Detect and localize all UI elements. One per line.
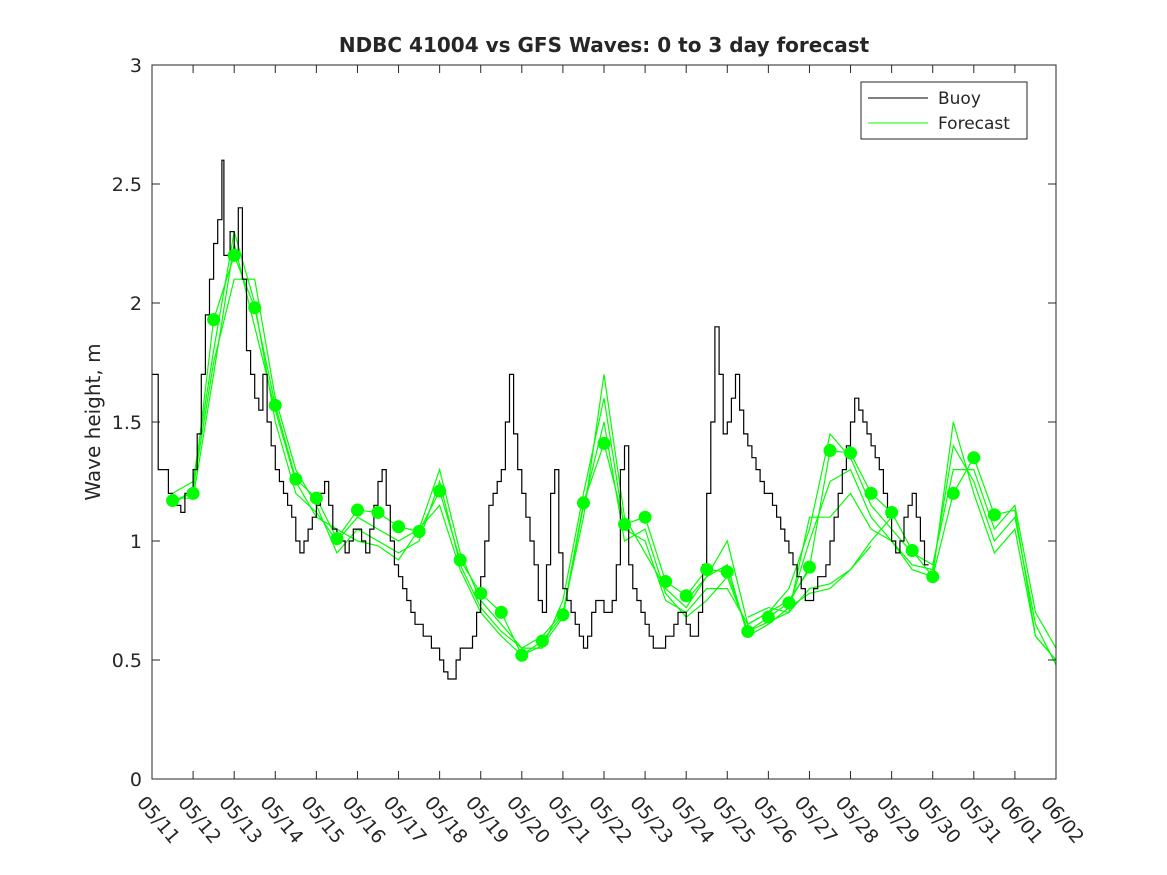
y-tick-label: 1.5 xyxy=(112,412,142,434)
forecast-point xyxy=(946,486,960,500)
forecast-point xyxy=(268,398,282,412)
forecast-point xyxy=(166,494,180,508)
forecast-point xyxy=(330,532,344,546)
forecast-point xyxy=(556,608,570,622)
forecast-point xyxy=(371,505,385,519)
forecast-point xyxy=(782,596,796,610)
series-layer xyxy=(152,159,1057,680)
legend-buoy-label: Buoy xyxy=(938,89,981,109)
buoy-line xyxy=(152,159,929,680)
y-tick-label: 2.5 xyxy=(112,174,142,196)
forecast-point xyxy=(761,610,775,624)
forecast-point xyxy=(474,586,488,600)
forecast-point xyxy=(967,451,981,465)
forecast-point xyxy=(494,605,508,619)
forecast-point xyxy=(618,517,632,531)
forecast-point xyxy=(802,560,816,574)
forecast-point xyxy=(433,484,447,498)
forecast-point xyxy=(597,436,611,450)
forecast-line xyxy=(172,278,1057,666)
y-tick-label: 0 xyxy=(130,769,142,791)
forecast-point xyxy=(885,505,899,519)
y-axis-label: Wave height, m xyxy=(81,343,105,500)
forecast-point xyxy=(741,624,755,638)
y-tick-label: 3 xyxy=(130,55,142,77)
forecast-point xyxy=(700,563,714,577)
forecast-point xyxy=(720,565,734,579)
forecast-point xyxy=(823,444,837,458)
forecast-point xyxy=(392,520,406,534)
forecast-point xyxy=(576,496,590,510)
y-tick-label: 2 xyxy=(130,293,142,315)
forecast-point xyxy=(659,574,673,588)
forecast-point xyxy=(535,634,549,648)
legend-forecast-label: Forecast xyxy=(938,114,1010,134)
forecast-point xyxy=(515,648,529,662)
forecast-point xyxy=(289,472,303,486)
forecast-point xyxy=(207,313,221,327)
legend-box xyxy=(860,81,1028,140)
forecast-point xyxy=(248,301,262,315)
forecast-point xyxy=(926,570,940,584)
legend: Buoy Forecast xyxy=(860,81,1028,140)
forecast-point xyxy=(679,589,693,603)
forecast-point xyxy=(186,486,200,500)
forecast-point xyxy=(227,248,241,262)
forecast-point xyxy=(309,491,323,505)
forecast-line xyxy=(747,545,872,618)
y-axis-ticks: 0 0.5 1 1.5 2 2.5 3 xyxy=(112,55,1056,791)
forecast-point xyxy=(905,544,919,558)
forecast-point xyxy=(350,503,364,517)
forecast-line xyxy=(172,243,1057,661)
forecast-point xyxy=(638,510,652,524)
forecast-point xyxy=(864,486,878,500)
forecast-line xyxy=(788,516,893,609)
forecast-point xyxy=(844,446,858,460)
y-tick-label: 1 xyxy=(130,531,142,553)
forecast-point xyxy=(453,553,467,567)
chart-title: NDBC 41004 vs GFS Waves: 0 to 3 day fore… xyxy=(339,33,870,57)
y-tick-label: 0.5 xyxy=(112,650,142,672)
forecast-markers xyxy=(166,248,1001,662)
forecast-point xyxy=(412,524,426,538)
forecast-point xyxy=(987,508,1001,522)
